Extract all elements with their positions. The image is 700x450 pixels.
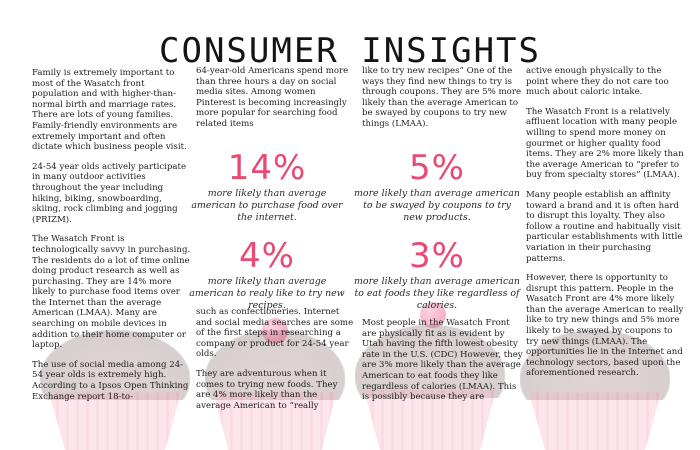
paragraph: However, there is opportunity to disrupt… bbox=[526, 273, 684, 379]
frosting-shape bbox=[40, 330, 190, 400]
stat-description: more likely than average american to eat… bbox=[354, 276, 520, 311]
paragraph: The Wasatch Front is a relatively afflue… bbox=[526, 106, 684, 181]
paragraph: The Wasatch Front is technologically sav… bbox=[32, 234, 191, 351]
paragraph: The use of social media among 24-54 year… bbox=[32, 359, 189, 402]
stat-callout-5-percent: 5% more likely than average american to … bbox=[352, 150, 522, 224]
stat-value: 3% bbox=[409, 236, 465, 276]
frosting-shape bbox=[205, 330, 345, 400]
paragraph: Most people in the Wasatch Front are phy… bbox=[362, 318, 523, 403]
paragraph: active enough physically to the point wh… bbox=[526, 66, 669, 98]
stat-value: 14% bbox=[227, 148, 307, 188]
paragraph: like to try new recipes” One of the ways… bbox=[362, 66, 522, 129]
page-title: CONSUMER INSIGHTS bbox=[159, 30, 541, 71]
stat-value: 5% bbox=[409, 148, 465, 188]
cupcake-liner-shape bbox=[49, 392, 181, 450]
cupcake-illustration-left bbox=[40, 330, 190, 450]
frosting-shape bbox=[355, 325, 505, 398]
text-column-3-continued: Most people in the Wasatch Front are phy… bbox=[362, 318, 524, 403]
paragraph: such as confectioneries. Internet and so… bbox=[196, 307, 354, 360]
stat-description: more likely than average american to pur… bbox=[191, 188, 343, 223]
cupcake-illustration-center-right bbox=[355, 325, 505, 450]
cupcake-liner-shape bbox=[213, 392, 337, 450]
text-column-1: Family is extremely important to most of… bbox=[32, 68, 192, 411]
paragraph: 24-54 year olds actively participate in … bbox=[32, 161, 187, 225]
text-column-2-continued: such as confectioneries. Internet and so… bbox=[196, 307, 354, 420]
stat-value: 4% bbox=[239, 236, 295, 276]
text-column-4: active enough physically to the point wh… bbox=[526, 66, 686, 388]
cupcake-liner-shape bbox=[529, 392, 661, 450]
stat-callout-14-percent: 14% more likely than average american to… bbox=[186, 150, 348, 224]
text-column-3: like to try new recipes” One of the ways… bbox=[362, 66, 522, 139]
cupcake-illustration-center-left bbox=[205, 330, 345, 450]
cupcake-illustration-right bbox=[520, 330, 670, 450]
frosting-shape bbox=[520, 330, 670, 400]
stat-callout-4-percent: 4% more likely than average american to … bbox=[186, 238, 348, 312]
paragraph: Family is extremely important to most of… bbox=[32, 68, 187, 153]
paragraph: 64-year-old Americans spend more than th… bbox=[196, 66, 349, 129]
text-column-2: 64-year-old Americans spend more than th… bbox=[196, 66, 356, 139]
stat-description: more likely than average american to be … bbox=[354, 188, 520, 223]
paragraph: Many people establish an affinity toward… bbox=[526, 189, 683, 264]
paragraph: They are adventurous when it comes to tr… bbox=[196, 368, 338, 411]
stat-callout-3-percent: 3% more likely than average american to … bbox=[352, 238, 522, 312]
cherry-icon bbox=[262, 318, 288, 344]
cupcake-liner-shape bbox=[364, 390, 496, 450]
stat-description: more likely than average american to rea… bbox=[189, 276, 345, 311]
cherry-icon bbox=[420, 302, 446, 328]
